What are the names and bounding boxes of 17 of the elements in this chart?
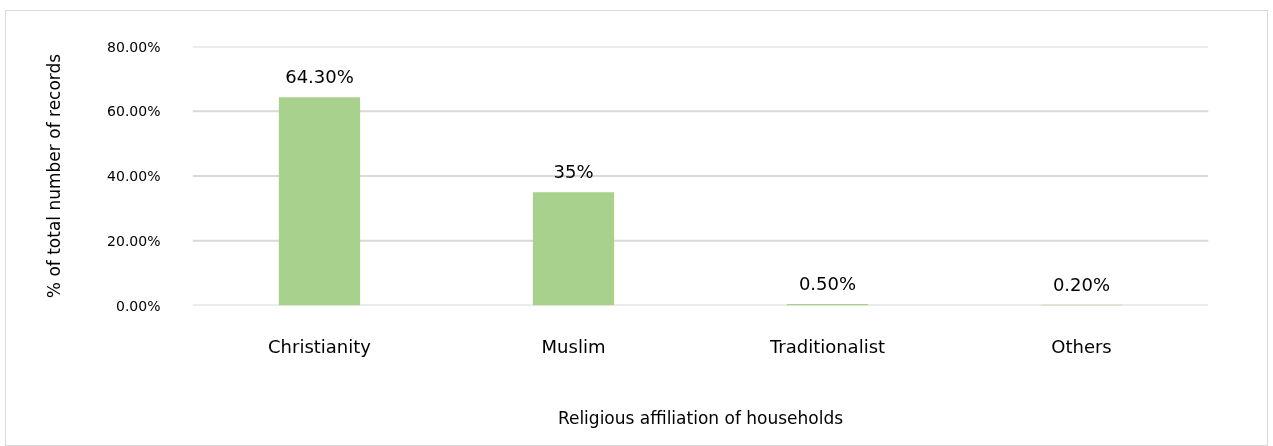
bar xyxy=(278,97,361,306)
y-axis-title: % of total number of records xyxy=(44,53,65,299)
y-tick-label: 80.00% xyxy=(107,38,161,55)
y-tick-label: 0.00% xyxy=(116,297,161,314)
data-label: 64.30% xyxy=(285,66,354,88)
y-tick-label: 20.00% xyxy=(107,232,161,249)
x-tick-label: Others xyxy=(1051,335,1112,357)
y-tick-label: 60.00% xyxy=(107,103,161,120)
data-label: 0.50% xyxy=(798,272,857,294)
x-axis-title: Religious affiliation of households xyxy=(557,407,844,428)
data-label: 35% xyxy=(553,161,594,183)
y-tick-label: 40.00% xyxy=(107,168,161,184)
bar xyxy=(532,192,615,306)
x-tick-label: Christianity xyxy=(268,335,372,357)
x-tick-label: Traditionalist xyxy=(768,335,886,357)
data-label: 0.20% xyxy=(1052,273,1111,295)
x-tick-label: Muslim xyxy=(541,335,606,357)
